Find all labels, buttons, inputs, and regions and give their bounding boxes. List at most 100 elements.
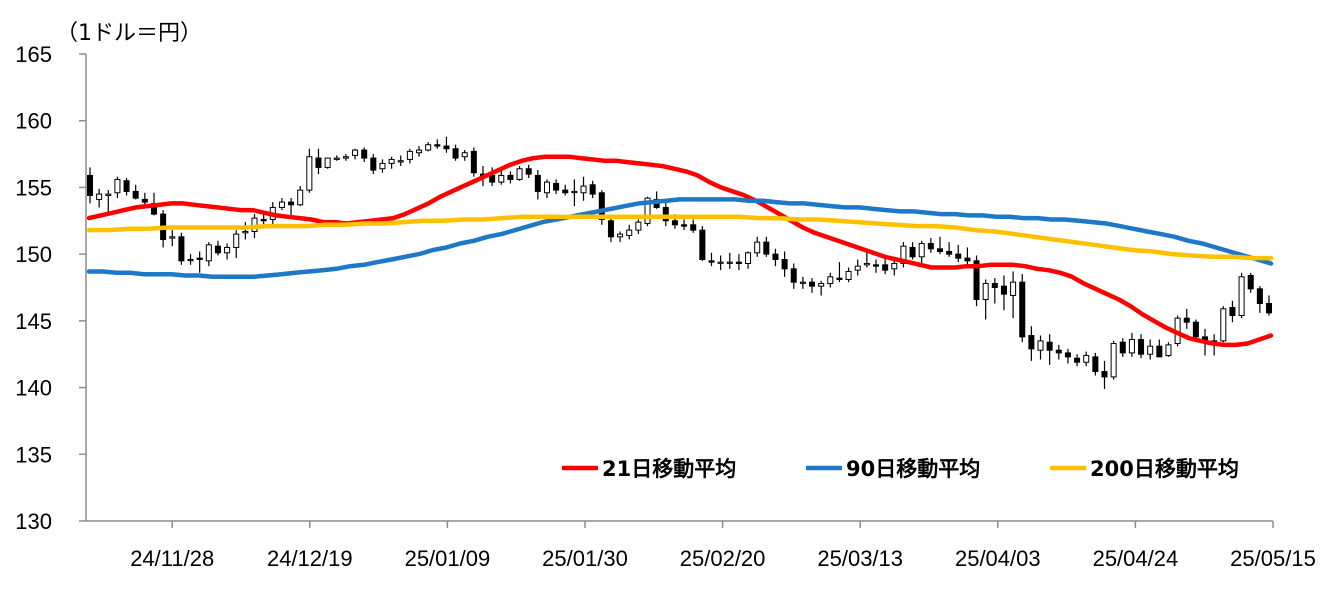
candle <box>361 147 368 163</box>
candle-body <box>973 260 980 301</box>
candle-body <box>315 157 322 168</box>
candle-body <box>1192 321 1199 338</box>
candle <box>772 248 779 267</box>
candle-body <box>1156 345 1163 358</box>
axes <box>85 54 1273 522</box>
candle-body <box>964 257 971 262</box>
candle-body <box>434 144 441 147</box>
candle-body <box>1138 339 1145 355</box>
candle <box>1183 308 1190 329</box>
candle <box>882 256 889 275</box>
candle-body <box>260 218 267 222</box>
candle <box>1147 339 1154 360</box>
candle-body <box>233 233 240 248</box>
candle-body <box>443 145 450 150</box>
candle-body <box>1028 335 1035 350</box>
candle-body <box>617 233 624 238</box>
candle-body <box>388 158 395 164</box>
candle-body <box>297 189 304 206</box>
candle-body <box>1064 352 1071 358</box>
candle <box>626 224 633 240</box>
candle <box>1074 354 1081 367</box>
candle-body <box>1256 288 1263 305</box>
candle <box>214 240 221 256</box>
candle <box>425 142 432 152</box>
legend: 21日移動平均 90日移動平均 200日移動平均 <box>562 457 1239 481</box>
candle-body <box>543 181 550 194</box>
candle <box>1265 295 1273 316</box>
candle-body <box>114 178 121 194</box>
candle <box>297 186 304 207</box>
candle <box>498 170 505 185</box>
candle <box>315 148 322 175</box>
candle <box>598 190 605 225</box>
candle <box>927 238 934 253</box>
candle-body <box>498 174 505 183</box>
candle-body <box>452 148 459 159</box>
candle-body <box>397 160 404 163</box>
x-tick-label: 25/01/09 <box>405 546 491 571</box>
candle <box>525 164 532 179</box>
candle-body <box>525 168 532 175</box>
candle <box>205 242 212 267</box>
candle <box>187 254 194 265</box>
x-axis-ticks: 24/11/28 24/12/19 25/01/09 25/01/30 25/02/20… <box>130 521 1316 571</box>
candle-body <box>589 184 596 195</box>
candle-body <box>370 157 377 171</box>
candle <box>224 243 231 260</box>
candle-body <box>598 192 605 220</box>
candle-body <box>242 230 249 234</box>
candle <box>434 139 441 149</box>
legend-entry-ma200: 200日移動平均 <box>1050 457 1239 481</box>
candles <box>86 136 1273 389</box>
candle <box>397 155 404 167</box>
candle <box>745 251 752 269</box>
candle-body <box>955 253 962 259</box>
candle <box>964 247 971 265</box>
candle <box>982 279 989 320</box>
candle <box>872 259 880 273</box>
candle-body <box>278 201 285 208</box>
candle <box>681 219 688 231</box>
candle-body <box>1101 371 1108 378</box>
candle <box>1101 360 1108 389</box>
candle <box>562 184 569 196</box>
candle-body <box>836 277 843 280</box>
candle-body <box>708 260 715 263</box>
candle <box>114 176 121 199</box>
candle <box>233 230 240 259</box>
candle <box>754 236 761 257</box>
candle <box>699 226 706 261</box>
legend-entry-ma90: 90日移動平均 <box>806 457 980 481</box>
candle-body <box>699 229 706 260</box>
candle-body <box>726 261 733 264</box>
candle <box>507 171 514 184</box>
candle-body <box>1010 281 1017 297</box>
candle-body <box>626 229 633 236</box>
candle <box>799 276 806 289</box>
candle-body <box>882 264 889 271</box>
candle <box>543 179 550 199</box>
series-line-ma90 <box>86 197 1274 280</box>
candle <box>708 252 715 267</box>
candle-body <box>1165 344 1172 357</box>
candle-body <box>507 174 514 180</box>
candle <box>288 198 295 216</box>
candle <box>470 147 477 177</box>
candle-body <box>891 262 898 270</box>
candle-body <box>781 258 788 270</box>
candle <box>690 219 697 233</box>
candle <box>571 179 578 207</box>
candle-body <box>1238 276 1245 317</box>
candle <box>370 154 377 175</box>
candle <box>1110 340 1117 380</box>
candle <box>452 144 459 161</box>
x-tick-label: 25/04/24 <box>1093 546 1179 571</box>
y-tick-label: 130 <box>15 509 52 534</box>
candle-body <box>379 162 386 170</box>
candle-body <box>1019 281 1026 338</box>
candle-body <box>982 282 989 301</box>
candle <box>717 255 724 271</box>
candle-body <box>1037 340 1044 351</box>
candle-body <box>991 282 998 288</box>
